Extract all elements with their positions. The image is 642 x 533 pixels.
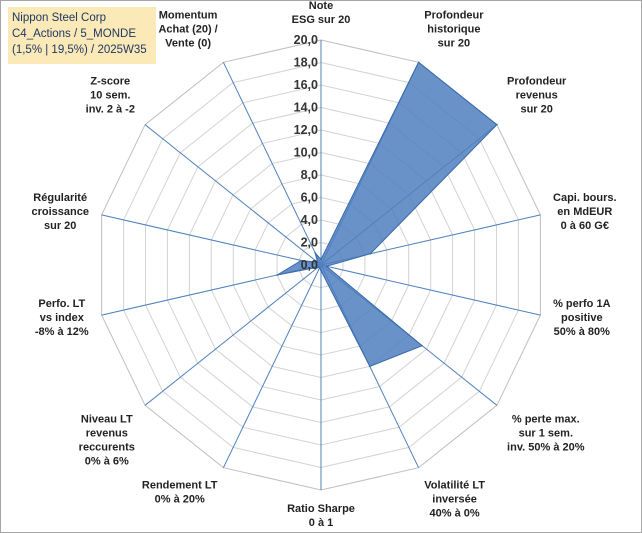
axis-label-line: 50% à 80% xyxy=(554,326,610,338)
axis-spoke xyxy=(144,124,322,266)
axis-label-line: sur 20 xyxy=(438,38,470,50)
tick-label: 6,0 xyxy=(301,191,318,205)
tick-label: 0,0 xyxy=(301,258,318,272)
axis-label-line: vs index xyxy=(40,312,85,324)
data-point xyxy=(318,267,321,269)
tick-label: 10,0 xyxy=(294,146,318,160)
axis-label-line: % perte max. xyxy=(512,413,580,425)
axis-label-line: Perfo. LT xyxy=(38,298,85,310)
title-line-1: Nippon Steel Corp xyxy=(12,12,106,24)
data-point xyxy=(369,365,371,368)
axis-label-line: Volatilité LT xyxy=(424,479,485,491)
axis-label-line: Achat (20) / xyxy=(158,24,217,36)
axis-label: Régularité croissance sur 20 xyxy=(31,192,88,232)
data-point xyxy=(320,269,322,272)
axis-label-line: Vente (0) xyxy=(165,38,211,50)
axis-label-line: croissance xyxy=(31,206,88,218)
axis-label-line: 0 à 60 G€ xyxy=(561,220,609,232)
tick-label: 2,0 xyxy=(301,236,318,250)
axis-label: Ratio Sharpe 0 à 1 xyxy=(287,503,355,529)
axis-label-line: Niveau LT xyxy=(81,413,133,425)
chart-title-box: Nippon Steel Corp C4_Actions / 5_MONDE (… xyxy=(8,7,156,64)
axis-label-line: Régularité xyxy=(33,192,87,204)
axis-label-line: Capi. bours. xyxy=(553,192,617,204)
axis-label-line: Momentum xyxy=(159,10,218,22)
axis-label-line: Note xyxy=(309,0,333,12)
data-point xyxy=(276,274,278,276)
axis-label-line: Z-score xyxy=(90,76,130,88)
axis-label-line: 40% à 0% xyxy=(430,507,480,519)
data-point xyxy=(320,258,322,261)
axis-label: Profondeur revenus sur 20 xyxy=(507,76,567,116)
axis-label-line: en MdEUR xyxy=(557,206,612,218)
tick-label: 18,0 xyxy=(294,56,318,70)
axis-spoke xyxy=(222,62,322,266)
data-point xyxy=(417,61,420,64)
tick-label: 12,0 xyxy=(294,123,318,137)
axis-label: Volatilité LT inversée 40% à 0% xyxy=(424,479,485,519)
axis-label-line: sur 1 sem. xyxy=(519,427,573,439)
axis-label-line: positive xyxy=(561,312,603,324)
axis-label-line: -8% à 12% xyxy=(35,326,89,338)
axis-label-line: % perfo 1A xyxy=(553,298,611,310)
axis-label: % perfo 1A positive 50% à 80% xyxy=(553,298,611,338)
axis-label: Rendement LT 0% à 20% xyxy=(142,479,218,505)
axis-label: Note ESG sur 20 xyxy=(292,0,351,26)
axis-label: Z-score 10 sem. inv. 2 à -2 xyxy=(86,76,135,116)
data-point xyxy=(317,266,320,268)
tick-label: 20,0 xyxy=(294,33,318,47)
axis-label: Niveau LT revenus reccurents 0% à 6% xyxy=(79,413,135,467)
axis-label-line: inv. 50% à 20% xyxy=(507,441,585,453)
tick-label: 16,0 xyxy=(294,78,318,92)
axis-label-line: sur 20 xyxy=(520,104,552,116)
axis-spoke xyxy=(101,214,322,266)
axis-spoke xyxy=(222,264,322,468)
axis-label-line: ESG sur 20 xyxy=(292,14,351,26)
data-point xyxy=(496,123,498,126)
axis-label-line: inversée xyxy=(432,493,477,505)
axis-label-line: Rendement LT xyxy=(142,479,218,491)
axis-label: Perfo. LT vs index -8% à 12% xyxy=(35,298,89,338)
axis-label-line: Ratio Sharpe xyxy=(287,503,355,515)
axis-label: % perte max. sur 1 sem. inv. 50% à 20% xyxy=(507,413,585,453)
tick-label: 14,0 xyxy=(294,101,318,115)
axis-label-line: 10 sem. xyxy=(90,90,130,102)
tick-label: 8,0 xyxy=(301,168,318,182)
data-point xyxy=(300,259,303,262)
data-point xyxy=(316,261,319,264)
axis-label-line: reccurents xyxy=(79,441,135,453)
axis-label: Capi. bours. en MdEUR 0 à 60 G€ xyxy=(553,192,617,232)
axis-label: Momentum Achat (20) / Vente (0) xyxy=(158,10,217,50)
axis-label-line: 0% à 20% xyxy=(155,493,205,505)
axis-label-line: inv. 2 à -2 xyxy=(86,104,135,116)
data-point xyxy=(421,344,423,347)
axis-label-line: revenus xyxy=(86,427,128,439)
title-line-3: (1,5% | 19,5%) / 2025W35 xyxy=(12,44,147,56)
axis-label-line: 0 à 1 xyxy=(309,517,333,529)
title-line-2: C4_Actions / 5_MONDE xyxy=(12,28,136,40)
axis-label-line: Profondeur xyxy=(507,76,567,88)
axis-label-line: sur 20 xyxy=(44,220,76,232)
axis-label-line: revenus xyxy=(516,90,558,102)
data-point xyxy=(325,265,328,268)
data-point xyxy=(314,252,316,254)
axis-label-line: 0% à 6% xyxy=(85,455,129,467)
data-point xyxy=(369,252,372,255)
tick-label: 4,0 xyxy=(301,213,318,227)
axis-label-line: historique xyxy=(427,24,480,36)
axis-label: Profondeur historique sur 20 xyxy=(424,10,484,50)
axis-label-line: Profondeur xyxy=(424,10,484,22)
axis-spoke xyxy=(320,264,541,316)
axis-spoke xyxy=(144,264,322,406)
